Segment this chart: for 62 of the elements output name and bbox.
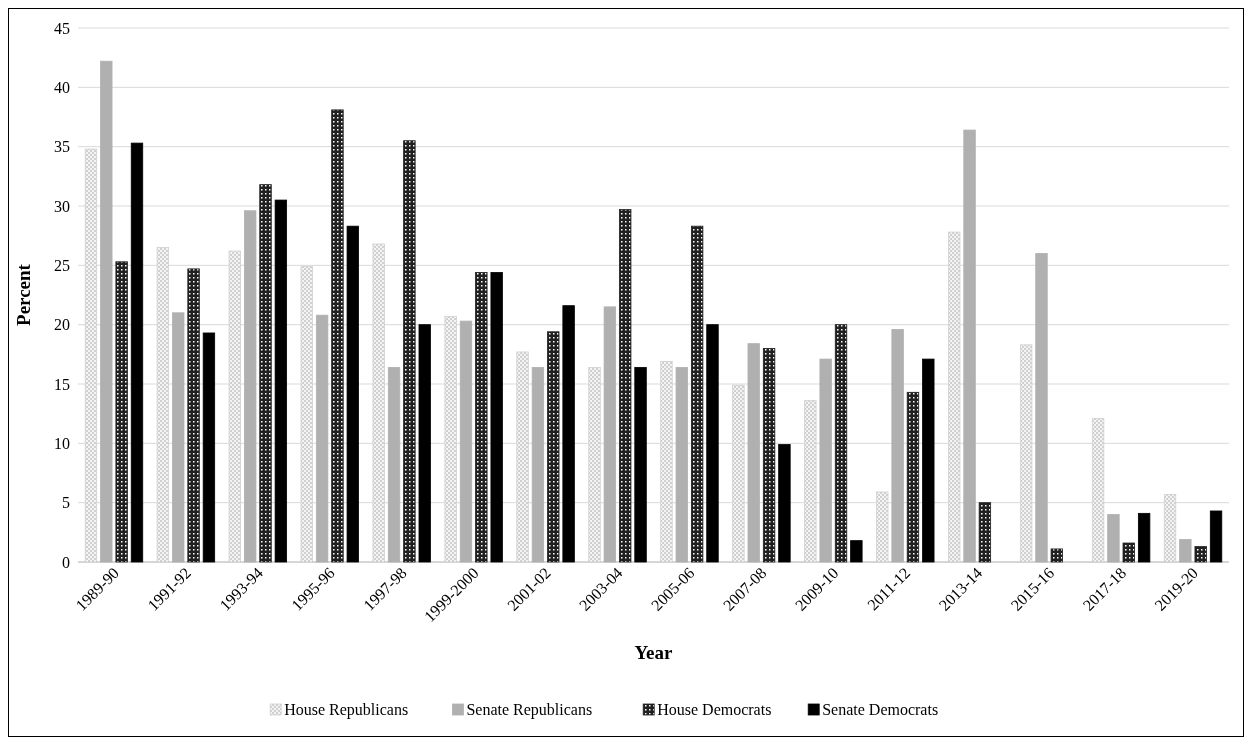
legend-label: Senate Democrats <box>822 701 939 718</box>
x-axis-title: Year <box>634 642 674 663</box>
y-tick-label: 25 <box>54 256 70 274</box>
bar <box>1137 512 1151 563</box>
bar <box>202 332 216 563</box>
y-tick-label: 30 <box>54 197 70 215</box>
bar <box>690 225 704 563</box>
bar <box>1209 510 1223 563</box>
bar <box>619 209 632 563</box>
bar <box>562 305 575 563</box>
bar <box>531 366 545 563</box>
bar <box>603 306 617 563</box>
y-tick-label: 45 <box>54 19 70 37</box>
bar <box>762 348 776 563</box>
y-tick-label: 20 <box>54 316 70 334</box>
bar <box>1194 546 1207 563</box>
legend-label: House Democrats <box>657 701 772 718</box>
y-tick-label: 0 <box>62 553 70 571</box>
bar <box>1122 542 1135 563</box>
bar <box>850 540 863 563</box>
bar <box>130 142 144 563</box>
bar <box>244 210 257 563</box>
bar <box>387 366 401 563</box>
y-tick-label: 5 <box>62 494 70 512</box>
bar <box>706 324 719 563</box>
bar <box>906 391 920 563</box>
bar <box>978 502 992 563</box>
bar <box>1107 514 1120 563</box>
bar <box>891 329 904 563</box>
bar <box>346 225 359 563</box>
bar <box>315 314 329 563</box>
bar <box>331 109 344 563</box>
legend-label: House Republicans <box>284 701 409 719</box>
bar <box>490 272 503 563</box>
bar <box>819 358 832 563</box>
bar <box>100 60 113 563</box>
bar <box>747 343 760 563</box>
bar <box>1035 253 1048 563</box>
legend-label: Senate Republicans <box>466 701 593 719</box>
bar <box>922 358 935 563</box>
y-tick-label: 35 <box>54 138 70 156</box>
bar <box>274 199 288 563</box>
y-tick-label: 15 <box>54 375 70 393</box>
bar <box>963 129 976 563</box>
bar <box>115 261 128 563</box>
bar <box>172 312 185 563</box>
bar <box>418 324 431 563</box>
bar <box>634 366 647 563</box>
bar <box>459 320 473 563</box>
bar <box>259 184 272 563</box>
bar <box>403 140 416 563</box>
bar <box>1050 548 1063 563</box>
bar <box>675 366 688 563</box>
bar <box>834 324 848 563</box>
y-tick-label: 40 <box>54 78 70 96</box>
bar <box>778 444 791 563</box>
y-axis-title: Percent <box>13 263 34 326</box>
bar <box>1179 539 1192 563</box>
bar <box>547 331 560 563</box>
y-tick-label: 10 <box>54 434 70 452</box>
bar <box>187 268 200 563</box>
bar <box>475 272 488 563</box>
